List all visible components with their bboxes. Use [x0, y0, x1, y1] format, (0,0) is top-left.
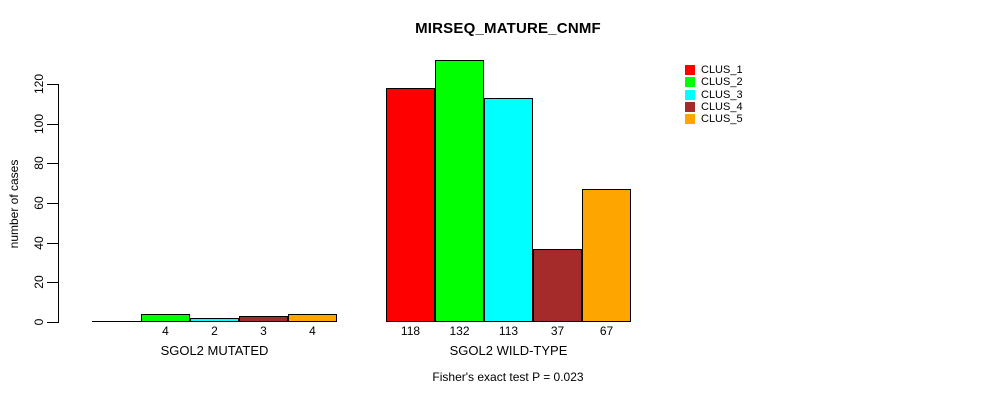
bar-value-label: 132 [449, 324, 470, 338]
y-axis-tick [47, 242, 58, 244]
x-category-label: SGOL2 MUTATED [160, 343, 269, 358]
bar-clus_2-mutated [141, 314, 190, 322]
y-tick-label: 60 [32, 196, 46, 210]
y-axis-line [58, 84, 59, 323]
y-axis-tick [47, 203, 58, 204]
bar-value-label: 2 [211, 324, 218, 338]
y-axis-tick [47, 123, 58, 125]
legend-label: CLUS_3 [701, 88, 743, 101]
legend-swatch-clus_3 [685, 89, 695, 100]
bar-value-label: 4 [309, 324, 316, 338]
annotation-text: Fisher's exact test P = 0.023 [432, 370, 584, 384]
bar-clus_4-mutated [239, 316, 288, 322]
bar-value-label: 3 [260, 324, 267, 338]
bar-value-label: 113 [498, 324, 519, 338]
y-tick-label: 100 [32, 113, 46, 134]
y-tick-label: 120 [32, 73, 46, 95]
legend-swatch-clus_2 [685, 77, 695, 88]
y-axis-tick [47, 84, 58, 85]
bar-value-label: 4 [162, 324, 169, 338]
legend-item-clus_5: CLUS_5 [685, 113, 743, 126]
bar-clus_3-wildtype [484, 97, 533, 322]
bar-clus_5-wildtype [582, 189, 631, 322]
bar-value-label: 67 [599, 324, 614, 338]
bar-clus_1-wildtype [386, 87, 435, 322]
bar-clus_4-wildtype [533, 248, 582, 322]
legend-label: CLUS_2 [701, 76, 743, 89]
legend-swatch-clus_1 [685, 65, 695, 75]
bar-value-label: 118 [400, 324, 421, 338]
bar-clus_2-wildtype [435, 60, 484, 322]
legend-label: CLUS_5 [701, 113, 743, 126]
y-tick-label: 40 [32, 235, 46, 250]
legend-swatch-clus_4 [685, 101, 695, 112]
y-tick-label: 80 [32, 156, 46, 171]
legend-item-clus_4: CLUS_4 [685, 100, 743, 113]
bar-value-label: 37 [550, 324, 565, 338]
y-axis-tick [47, 322, 58, 323]
bar-clus_5-mutated [288, 314, 337, 322]
chart-title: MIRSEQ_MATURE_CNMF [415, 20, 601, 37]
legend-item-clus_1: CLUS_1 [685, 64, 743, 76]
y-axis-tick [47, 163, 58, 165]
bar-clus_1-mutated-zero [92, 321, 141, 322]
legend: CLUS_1 CLUS_2 CLUS_3 CLUS_4 CLUS_5 [685, 65, 743, 126]
legend-item-clus_2: CLUS_2 [685, 76, 743, 89]
legend-item-clus_3: CLUS_3 [685, 88, 743, 101]
y-tick-label: 0 [32, 318, 46, 326]
legend-label: CLUS_4 [701, 100, 743, 113]
x-category-label: SGOL2 WILD-TYPE [449, 343, 568, 358]
legend-label: CLUS_1 [701, 64, 743, 76]
bar-clus_3-mutated [190, 318, 239, 322]
y-tick-label: 20 [32, 275, 46, 290]
legend-swatch-clus_5 [685, 114, 695, 125]
y-axis-tick [47, 282, 58, 284]
